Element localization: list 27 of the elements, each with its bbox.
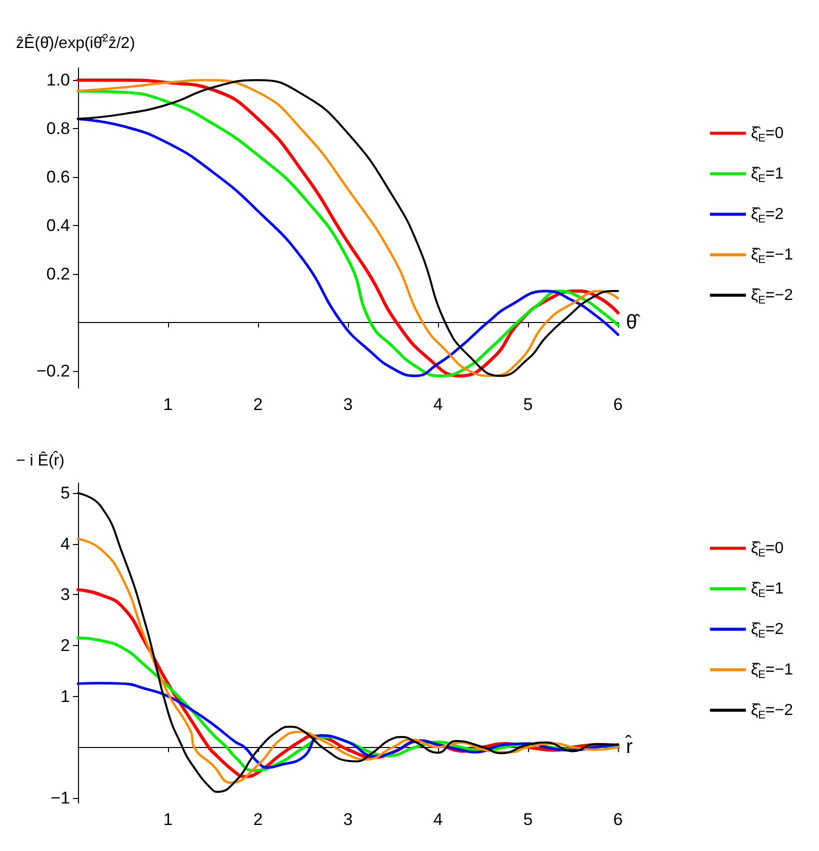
x-axis-title: θ̂ [626, 312, 642, 334]
x-tick-label: 1 [163, 395, 173, 414]
x-tick-label: 1 [163, 810, 173, 829]
y-tick-label: 0.2 [46, 264, 70, 284]
y-tick-label: −0.2 [36, 362, 70, 381]
y-tick-label: 4 [60, 534, 70, 554]
x-tick-label: 5 [523, 395, 533, 414]
y-tick-label: 0.4 [46, 216, 70, 236]
y-tick-label: 5 [60, 484, 70, 503]
y-tick-label: 0.6 [46, 168, 70, 187]
x-tick-label: 6 [613, 810, 623, 829]
x-axis-title: r̂ [624, 734, 633, 758]
x-tick-label: 3 [343, 810, 353, 829]
x-tick-label: 6 [613, 395, 623, 414]
x-tick-label: 5 [523, 810, 533, 829]
y-tick-label: −1 [50, 788, 70, 808]
y-tick-label: 3 [60, 585, 70, 604]
y-tick-label: 1.0 [46, 70, 70, 90]
y-tick-label: 0.8 [46, 119, 70, 138]
y-tick-label: 2 [60, 636, 70, 656]
x-tick-label: 2 [253, 810, 263, 829]
y-tick-label: 1 [60, 686, 70, 706]
y-axis-title: − i Ê(r̂) [16, 450, 64, 470]
x-tick-label: 2 [253, 395, 263, 414]
x-tick-label: 4 [433, 395, 443, 414]
x-tick-label: 3 [343, 395, 353, 414]
x-tick-label: 4 [433, 810, 443, 829]
